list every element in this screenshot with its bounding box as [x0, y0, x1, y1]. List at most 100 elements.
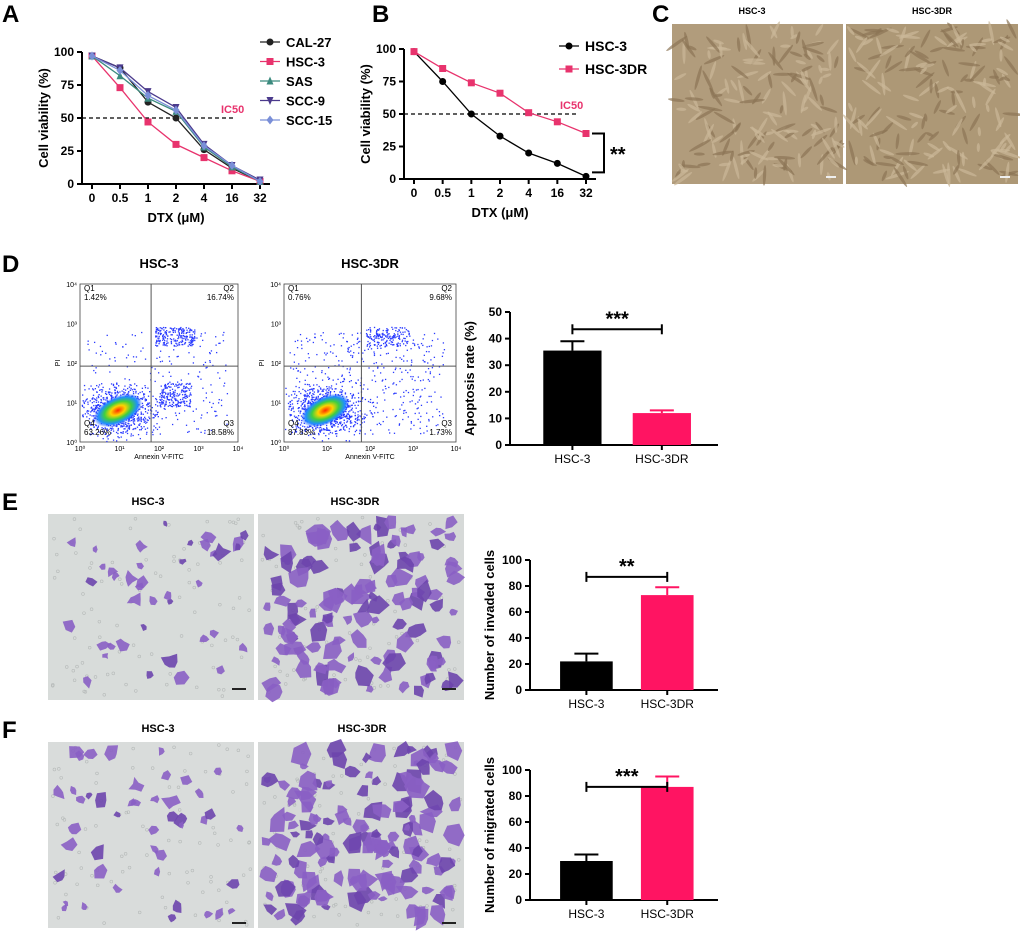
legend-marker	[266, 115, 274, 125]
y-tick-label: 100	[502, 763, 522, 777]
data-point-scc-15	[144, 91, 152, 101]
scale-bar	[826, 176, 836, 178]
legend-label: SCC-15	[286, 113, 332, 128]
significance-marker: **	[619, 556, 635, 578]
x-tick-label: 0.5	[434, 186, 451, 200]
x-tick-label: 0	[89, 191, 96, 205]
flow-x-tick: 10³	[193, 446, 204, 453]
quadrant-name: Q2	[223, 284, 234, 293]
micrograph-texture	[666, 19, 1020, 188]
bar-hsc-3dr	[640, 595, 694, 690]
bar-hsc-3dr	[640, 786, 694, 900]
legend-label: HSC-3	[585, 38, 627, 54]
x-tick-label: 0	[411, 186, 418, 200]
quadrant-name: Q3	[441, 419, 452, 428]
data-point-scc-15	[116, 65, 124, 75]
x-axis-label: DTX (μM)	[147, 210, 204, 225]
significance-marker: ***	[615, 766, 639, 788]
legend-marker	[565, 65, 573, 73]
y-tick-label: 30	[489, 358, 503, 372]
bar-hsc-3dr	[632, 413, 691, 445]
panel-c-micrographs: HSC-3 HSC-3DR	[666, 6, 1020, 188]
scale-bar	[442, 922, 456, 924]
y-tick-label: 20	[509, 657, 523, 671]
chart-a-viability-cell-lines: 0 25 50 75 100 0 0.5 1 2 4 16 32 DTX (μM) Cell viabil…	[36, 35, 332, 225]
flow-y-tick: 10²	[271, 361, 282, 368]
data-point-scc-15	[172, 105, 180, 115]
chart-e-invaded-cells: 0 20 40 60 80 100 Number of invaded cells HSC-3…	[482, 550, 718, 711]
legend-marker	[266, 76, 274, 85]
legend-label: SCC-9	[286, 94, 325, 109]
scale-bar	[232, 688, 246, 690]
flow-x-label: Annexin V-FITC	[345, 454, 394, 461]
y-tick-label: 100	[54, 45, 74, 59]
legend-label: CAL-27	[286, 35, 332, 50]
legend-marker	[565, 42, 573, 50]
x-tick-label: 16	[225, 191, 239, 205]
data-point-hsc-3	[467, 110, 475, 118]
density-core	[300, 393, 350, 428]
data-point-hsc-3	[144, 118, 152, 126]
flow-x-tick: 10⁰	[75, 445, 86, 453]
data-point-hsc-3dr	[439, 65, 447, 72]
data-point-cal-27	[172, 114, 180, 122]
x-tick-label: 32	[253, 191, 267, 205]
quadrant-percent: 18.58%	[207, 428, 234, 437]
quadrant-name: Q4	[288, 419, 299, 428]
flow-x-tick: 10⁴	[233, 446, 244, 453]
y-tick-label: 20	[489, 385, 503, 399]
chart-f-migrated-cells: 0 20 40 60 80 100 Number of migrated cells HSC-…	[482, 757, 718, 921]
flow-x-tick: 10³	[408, 446, 419, 453]
y-tick-label: 50	[489, 305, 503, 319]
quadrant-percent: 1.73%	[429, 428, 452, 437]
x-tick-label: 4	[525, 186, 532, 200]
legend-label: HSC-3DR	[585, 61, 647, 77]
flow-x-tick: 10⁰	[279, 445, 290, 453]
data-point-hsc-3dr	[582, 130, 590, 137]
panel-f-title-hsc3dr: HSC-3DR	[338, 723, 387, 735]
panel-label-d: D	[2, 251, 19, 278]
data-point-hsc-3	[582, 172, 590, 180]
x-tick-label: HSC-3	[568, 907, 604, 921]
significance-bracket	[592, 132, 605, 174]
micrograph-hsc3dr	[846, 24, 1018, 184]
flow-x-tick: 10¹	[322, 446, 333, 453]
data-point-scc-15	[88, 51, 96, 61]
flow-y-tick: 10³	[67, 322, 78, 329]
data-point-hsc-3	[116, 84, 124, 92]
scale-bar	[442, 688, 456, 690]
x-tick-label: HSC-3	[554, 452, 590, 466]
y-tick-label: 75	[383, 75, 397, 89]
x-tick-label: 1	[468, 186, 475, 200]
y-tick-label: 80	[509, 789, 523, 803]
quadrant-percent: 87.83%	[288, 428, 315, 437]
y-tick-label: 60	[509, 605, 523, 619]
y-tick-label: 50	[61, 111, 75, 125]
transwell-image-hsc3-migration	[48, 742, 254, 928]
y-tick-label: 10	[489, 411, 503, 425]
y-tick-label: 0	[67, 177, 74, 191]
panel-e-invasion-images: HSC-3 HSC-3DR	[48, 496, 465, 703]
x-tick-label: HSC-3DR	[641, 697, 695, 711]
data-point-hsc-3	[496, 132, 504, 140]
flow-x-label: Annexin V-FITC	[134, 454, 183, 461]
flow-y-tick: 10²	[67, 361, 78, 368]
y-tick-label: 80	[509, 579, 523, 593]
y-tick-label: 25	[61, 144, 75, 158]
data-point-hsc-3	[172, 140, 180, 148]
x-tick-label: 2	[497, 186, 504, 200]
data-point-hsc-3dr	[525, 109, 533, 117]
panel-label-e: E	[2, 489, 18, 516]
flow-plot-hsc-3: HSC-3Q11.42%Q216.74%Q463.26%Q318.58%10⁰1…	[55, 256, 243, 461]
panel-e-title-hsc3: HSC-3	[131, 496, 164, 508]
chart-d-apoptosis-rate: 0 10 20 30 40 50 Apoptosis rate (%) HSC-3 HSC-3D…	[462, 305, 718, 466]
x-tick-label: HSC-3	[568, 697, 604, 711]
bar-hsc-3	[543, 350, 602, 445]
significance-marker: ***	[605, 308, 629, 330]
legend-label: SAS	[286, 74, 313, 89]
y-tick-label: 40	[509, 631, 523, 645]
flow-y-tick: 10⁴	[66, 282, 77, 289]
data-point-hsc-3	[228, 167, 236, 175]
quadrant-percent: 1.42%	[84, 293, 107, 302]
y-tick-label: 25	[383, 140, 397, 154]
